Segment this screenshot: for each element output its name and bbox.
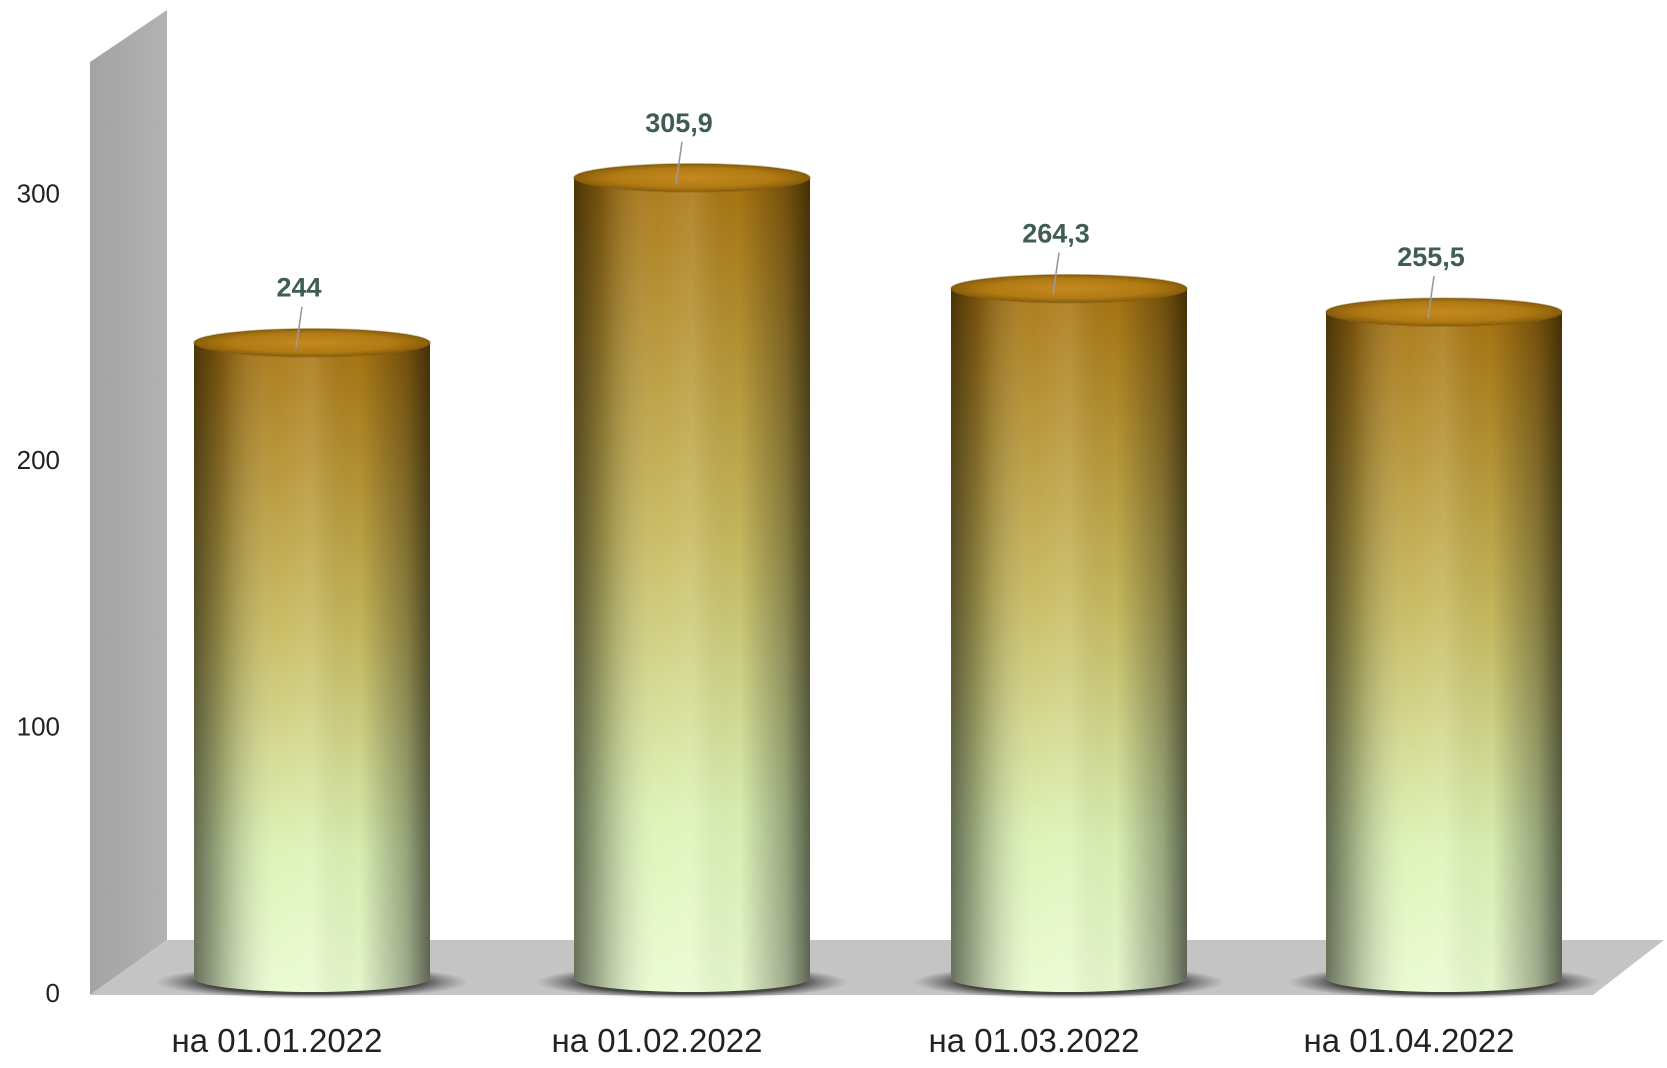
x-category-label: на 01.03.2022 [929, 1022, 1140, 1059]
data-label-leader [1052, 252, 1060, 295]
x-category-label: на 01.01.2022 [172, 1022, 383, 1059]
data-label-leader [675, 141, 683, 184]
bar-body-shade [1326, 312, 1562, 992]
bar-body-shade [574, 177, 810, 993]
y-tick-label: 200 [17, 445, 60, 475]
y-tick-label: 300 [17, 179, 60, 209]
data-label: 305,9 [645, 108, 713, 138]
bar-cap-rim [1325, 297, 1563, 327]
data-label-leader [1427, 275, 1435, 319]
bar-cap-rim [573, 163, 811, 193]
data-label: 255,5 [1397, 242, 1465, 272]
bar-cap [574, 163, 810, 192]
bar-cap [951, 274, 1187, 303]
floor [90, 940, 1664, 995]
bar-body-shade [194, 342, 430, 992]
bar-cap-rim [193, 327, 431, 358]
bar [913, 273, 1225, 999]
bar-cap-rim [950, 273, 1188, 304]
y-tick-label: 100 [17, 712, 60, 742]
bar [156, 327, 468, 999]
data-label: 264,3 [1022, 219, 1090, 249]
data-label-leader [295, 306, 303, 349]
bar-cap [194, 328, 430, 357]
bar-cap [1326, 298, 1562, 327]
back-wall [90, 10, 167, 995]
x-category-label: на 01.02.2022 [552, 1022, 763, 1059]
bar-body-shade [951, 288, 1187, 992]
x-category-label: на 01.04.2022 [1304, 1022, 1515, 1059]
bar [536, 163, 848, 999]
y-tick-label: 0 [46, 978, 60, 1008]
data-label: 244 [276, 273, 321, 303]
bar [1288, 297, 1600, 999]
